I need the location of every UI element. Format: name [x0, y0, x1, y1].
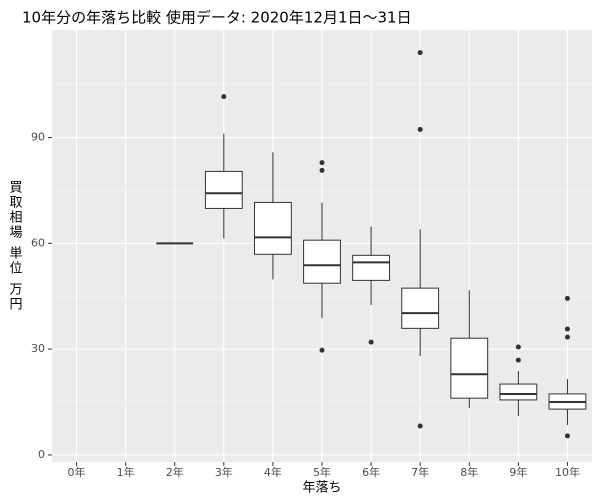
x-tick-label: 0年	[68, 465, 86, 479]
outlier	[564, 295, 570, 301]
y-axis-title: 買取相場 単位 万円	[7, 180, 23, 312]
x-tick-label: 7年	[411, 465, 429, 479]
outlier	[515, 344, 521, 350]
x-tick-label: 5年	[313, 465, 331, 479]
y-tick-label: 30	[31, 342, 45, 355]
x-tick-label: 4年	[264, 465, 282, 479]
outlier	[515, 357, 521, 363]
box	[499, 383, 538, 401]
box	[254, 201, 292, 255]
x-tick-label: 8年	[460, 465, 478, 479]
outlier	[319, 160, 325, 166]
x-tick-label: 1年	[117, 465, 135, 479]
chart-title: 10年分の年落ち比較 使用データ: 2020年12月1日～31日	[22, 9, 412, 27]
y-tick-label: 0	[38, 448, 45, 461]
outlier	[564, 326, 570, 332]
outlier	[564, 334, 570, 340]
box	[401, 287, 440, 329]
outlier	[417, 50, 423, 56]
box	[450, 337, 489, 399]
box	[352, 254, 391, 281]
outlier	[319, 167, 325, 173]
outlier	[221, 94, 227, 100]
outlier	[368, 339, 374, 345]
outlier	[417, 423, 423, 429]
x-tick-label: 3年	[215, 465, 233, 479]
box	[204, 170, 243, 209]
x-tick-label: 2年	[166, 465, 184, 479]
x-tick-label: 9年	[509, 465, 527, 479]
x-tick-label: 6年	[362, 465, 380, 479]
box	[303, 239, 341, 284]
x-axis-title: 年落ち	[302, 481, 341, 496]
outlier	[564, 433, 570, 439]
x-tick-label: 10年	[555, 465, 580, 479]
outlier	[417, 126, 423, 132]
y-tick-label: 60	[31, 236, 45, 249]
outlier	[319, 347, 325, 353]
y-tick-label: 90	[31, 131, 45, 144]
